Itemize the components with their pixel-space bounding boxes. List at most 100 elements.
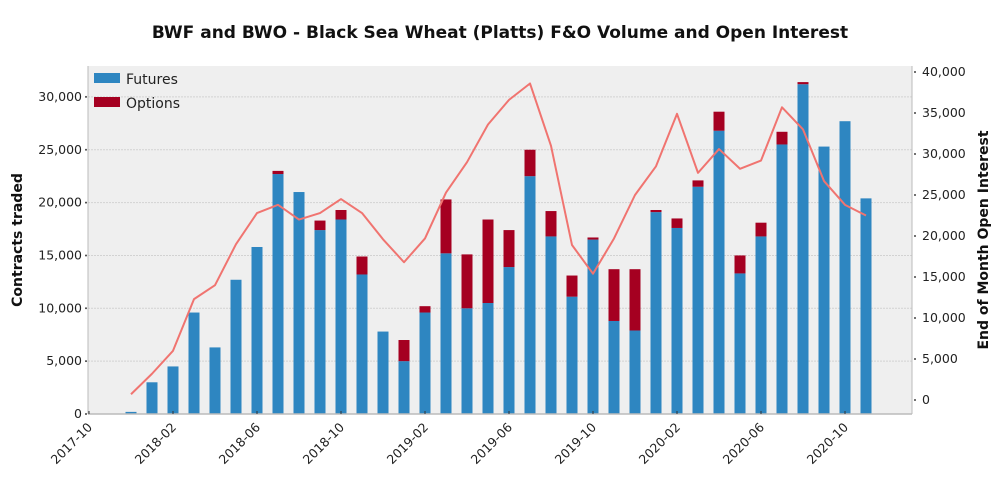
bar-futures-2018-02 [167,366,179,414]
bar-futures-2020-11 [860,198,872,414]
bar-futures-2018-04 [209,347,221,414]
bar-futures-2018-01 [146,382,158,414]
bar-options-2018-11 [356,256,368,275]
bar-futures-2018-05 [230,279,242,414]
bar-futures-2020-04 [713,130,725,414]
bar-futures-2020-09 [818,146,830,415]
y2-tick-mark [914,276,916,278]
y2-tick-mark [914,112,916,114]
bar-options-2020-08 [797,82,809,85]
bar-futures-2018-10 [335,219,347,414]
open-interest-line-group [130,82,867,395]
y-tick-label: 25,000 [38,142,82,157]
bar-futures-2020-01 [650,212,662,414]
bar-futures-2019-01 [398,361,410,414]
bar-futures-2020-07 [776,144,788,414]
bar-options-2020-04 [713,111,725,131]
bar-futures-2020-02 [671,227,683,414]
bar-futures-2018-11 [356,274,368,414]
x-tick-label: 2020-06 [720,419,768,467]
y-axis-ticks: 0 5,000 10,000 15,000 20,000 25,000 30,000 [38,89,87,421]
y-tick-mark [85,95,87,98]
bar-futures-2018-09 [314,230,326,414]
x-tick-label: 2017-10 [48,419,96,467]
bar-options-2018-07 [272,170,284,175]
y2-tick-mark [914,235,916,237]
y-tick-mark [85,360,87,363]
y2-tick-mark [914,317,916,319]
y2-tick-mark [914,399,916,401]
y-tick-mark [85,148,87,151]
legend-label-options: Options [126,96,180,112]
x-tick-label: 2019-02 [384,420,432,468]
bar-options-2019-01 [398,340,410,362]
bar-options-2019-04 [461,254,473,309]
x-tick-label: 2018-02 [132,420,180,468]
axes [87,66,913,415]
y2-tick-mark [914,153,916,155]
bar-futures-2019-07 [524,176,536,414]
bar-options-2019-03 [440,199,452,254]
y2-tick-label: 10,000 [922,310,966,325]
y2-tick-label: 0 [922,392,930,407]
bar-futures-2020-05 [734,273,746,414]
bar-options-2019-12 [629,269,641,331]
y2-tick-label: 35,000 [922,105,966,120]
y-tick-label: 15,000 [38,247,82,262]
y-tick-label: 20,000 [38,195,82,210]
y2-tick-mark [914,358,916,360]
legend-swatch-options [94,97,120,107]
x-tick-label: 2019-06 [468,419,516,467]
bar-futures-2019-04 [461,308,473,414]
y2-tick-label: 30,000 [922,146,966,161]
legend: Futures Options [94,72,180,112]
x-tick-label: 2020-02 [636,420,684,468]
y2-tick-mark [914,71,916,73]
bar-futures-2019-02 [419,312,431,414]
bar-futures-2018-06 [251,246,263,414]
bar-futures-2020-10 [839,121,851,414]
y-tick-mark [85,413,87,415]
gridlines [88,96,912,362]
y2-axis-ticks: 0 5,000 10,000 15,000 20,000 25,000 30,000 35,0… [914,64,966,407]
x-axis-ticks: 2017-10 2018-02 2018-06 2018-10 2019-02 2019-… [48,411,851,468]
bars [125,82,872,415]
legend-label-futures: Futures [126,72,178,88]
y-axis-label: Contracts traded [10,173,26,307]
y-tick-mark [85,201,87,204]
bar-options-2019-05 [482,219,494,304]
bar-options-2020-03 [692,180,704,187]
y-tick-label: 0 [74,406,82,421]
y-tick-label: 10,000 [38,300,82,315]
bar-futures-2017-12 [125,411,137,414]
bar-options-2019-02 [419,306,431,313]
bar-futures-2019-10 [587,239,599,414]
bar-options-2020-06 [755,222,767,237]
legend-swatch-futures [94,73,120,83]
y2-tick-label: 15,000 [922,269,966,284]
bar-options-2019-09 [566,275,578,297]
x-tick-label: 2019-10 [552,419,600,467]
bar-options-2020-05 [734,255,746,274]
bar-options-2018-09 [314,220,326,231]
x-tick-label: 2018-06 [216,419,264,467]
bar-futures-2020-03 [692,186,704,414]
bar-futures-2018-08 [293,192,305,414]
bar-futures-2018-03 [188,312,200,414]
bar-futures-2019-05 [482,303,494,414]
bar-options-2020-07 [776,131,788,145]
y-tick-mark [85,254,87,257]
chart-title: BWF and BWO - Black Sea Wheat (Platts) F… [152,23,848,43]
bar-futures-2018-07 [272,174,284,414]
bar-options-2020-02 [671,218,683,228]
y2-tick-label: 25,000 [922,187,966,202]
bar-options-2019-08 [545,211,557,237]
bar-options-2020-01 [650,209,662,213]
bar-futures-2019-12 [629,330,641,414]
y-tick-label: 5,000 [46,353,82,368]
bar-futures-2019-08 [545,236,557,414]
bar-futures-2019-03 [440,253,452,414]
y-tick-mark [85,307,87,310]
bar-options-2019-07 [524,149,536,177]
